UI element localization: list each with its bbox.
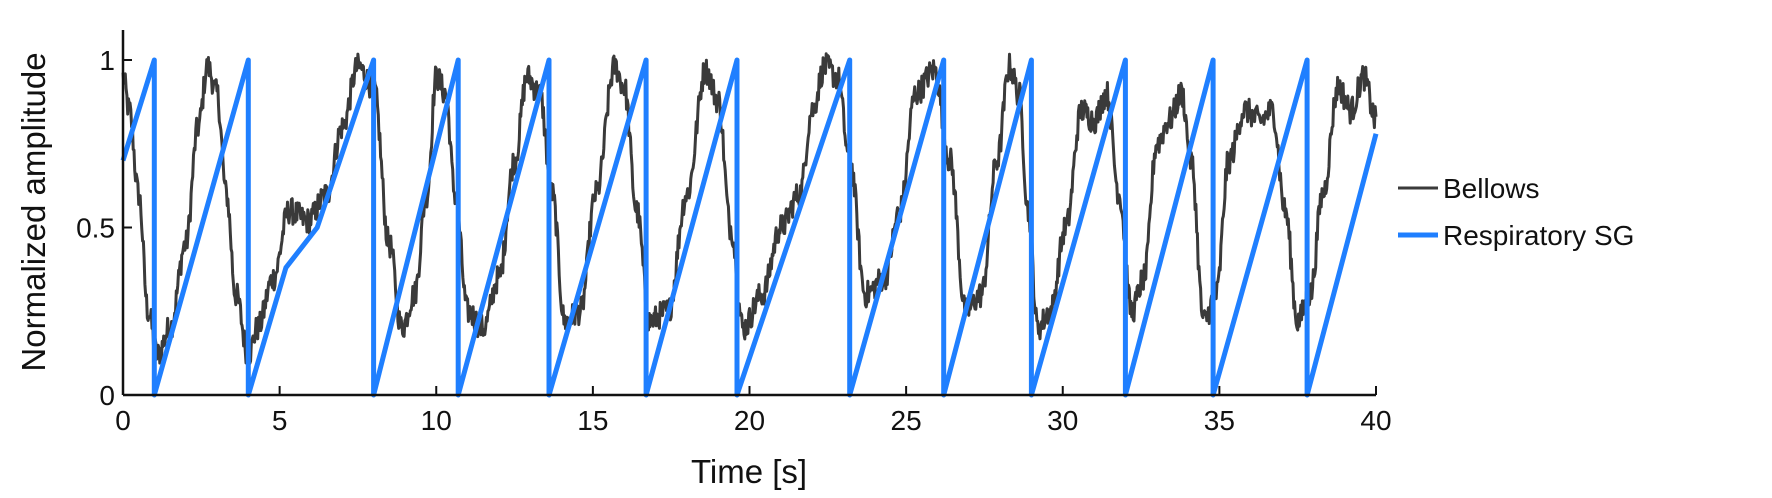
y-tick-label: 0 [99, 380, 115, 411]
plot-area: 0 5 10 15 20 25 30 35 40 00.51 [76, 30, 1392, 436]
y-tick-label: 1 [99, 45, 115, 76]
x-axis-title: Time [s] [691, 453, 807, 490]
y-axis-title: Normalized amplitude [15, 52, 52, 371]
series-line-bellows [121, 52, 1378, 368]
x-tick-label: 5 [272, 405, 288, 436]
legend-label: Respiratory SG [1443, 220, 1634, 251]
x-tick-label: 0 [115, 405, 131, 436]
x-tick-label: 25 [891, 405, 922, 436]
x-tick-label: 35 [1204, 405, 1235, 436]
x-ticks: 0 5 10 15 20 25 30 35 40 [115, 386, 1392, 436]
legend-label: Bellows [1443, 173, 1539, 204]
x-tick-label: 30 [1047, 405, 1078, 436]
x-tick-label: 20 [734, 405, 765, 436]
x-tick-label: 15 [577, 405, 608, 436]
series-line-respiratory-sg [120, 57, 1379, 398]
x-tick-label: 40 [1360, 405, 1391, 436]
series-layer [120, 52, 1379, 398]
legend: Bellows Respiratory SG [1398, 173, 1634, 251]
y-ticks: 00.51 [76, 45, 132, 411]
x-tick-label: 10 [421, 405, 452, 436]
y-tick-label: 0.5 [76, 213, 115, 244]
